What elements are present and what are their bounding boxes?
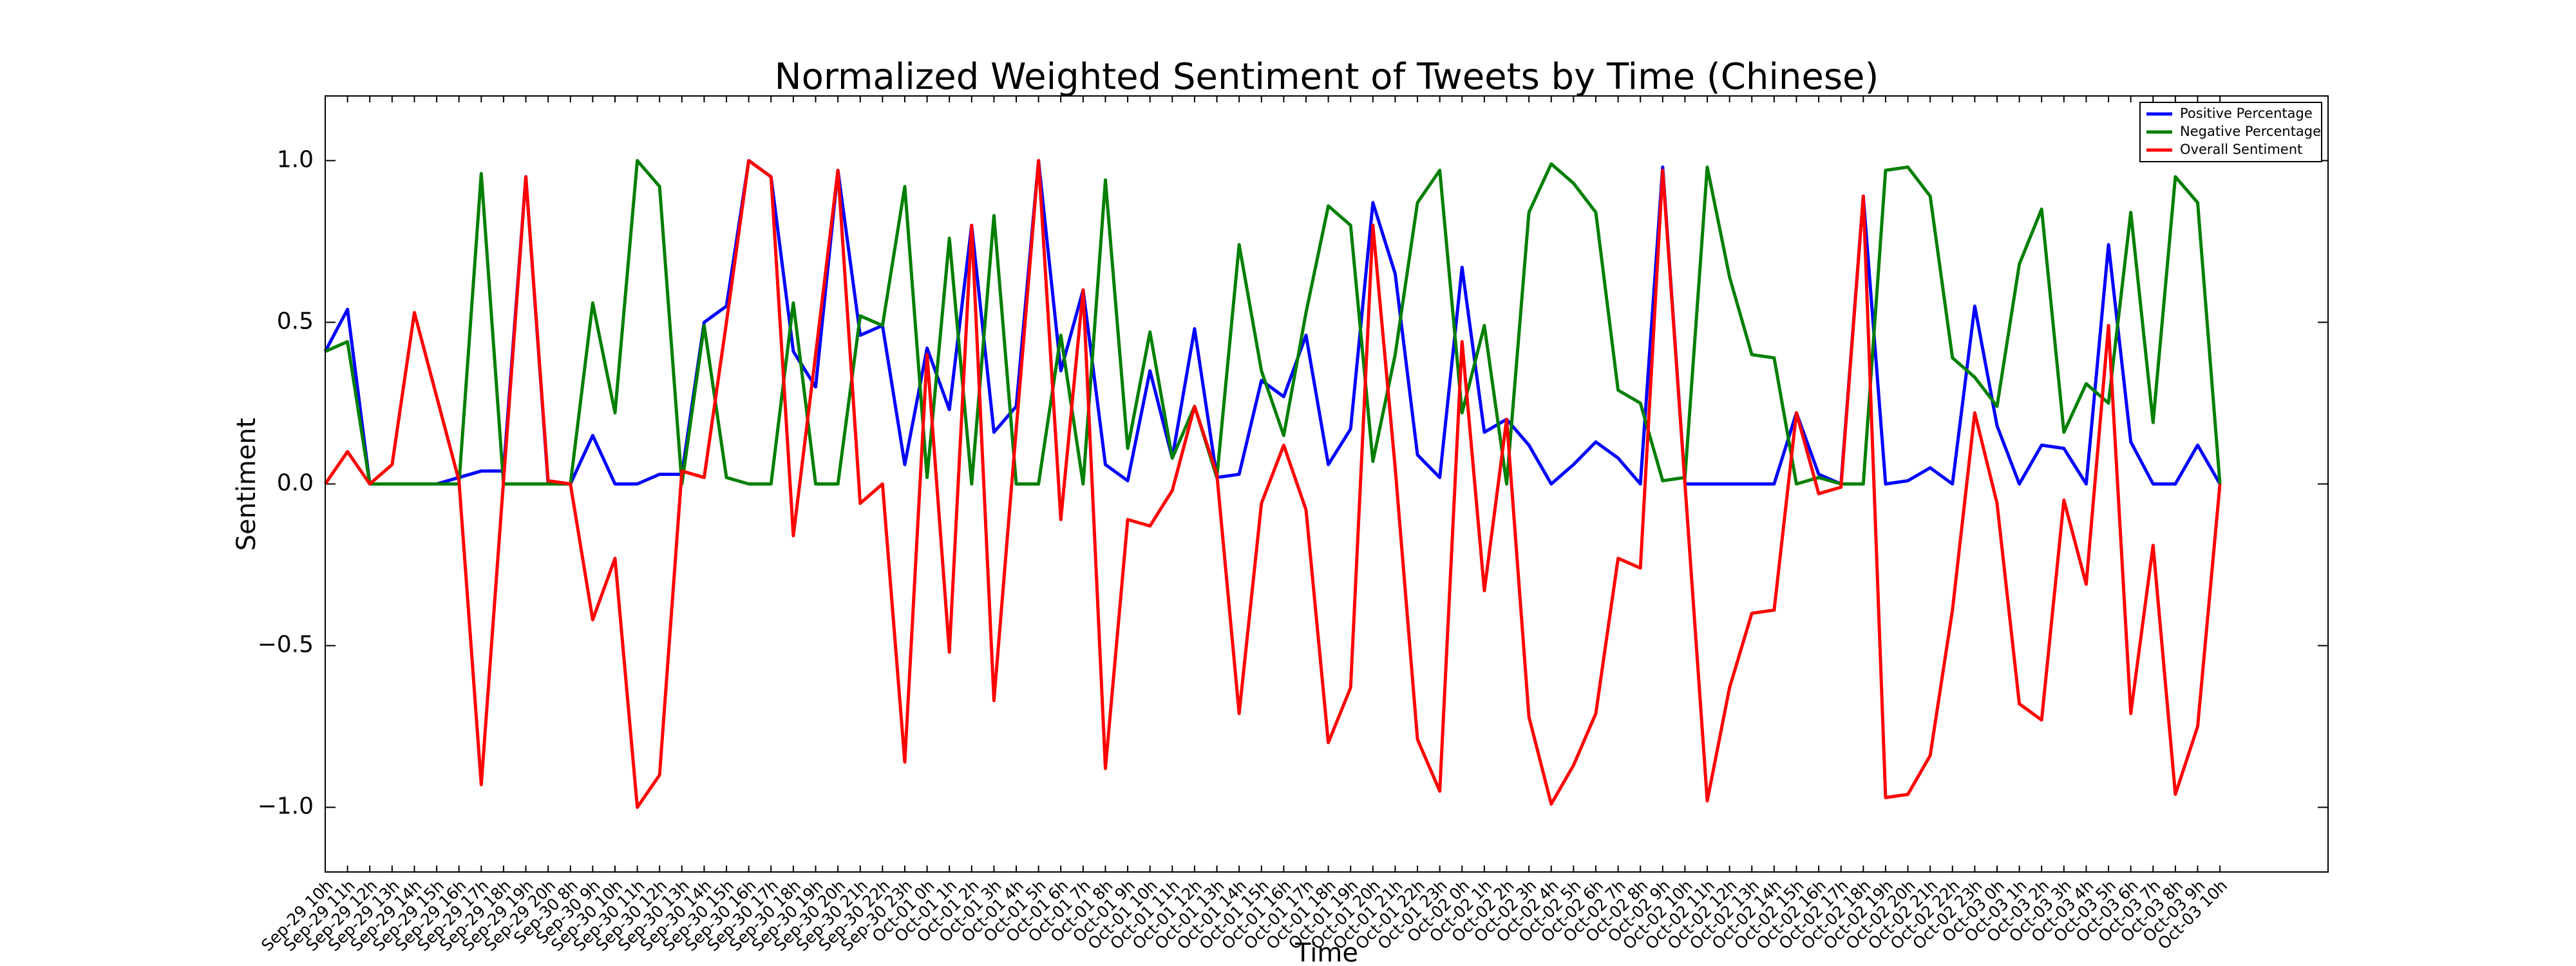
chart-title: Normalized Weighted Sentiment of Tweets … <box>775 56 1879 98</box>
legend-label: Overall Sentiment <box>2180 142 2302 157</box>
y-tick-label: −1.0 <box>258 793 314 820</box>
y-axis-label: Sentiment <box>232 418 261 551</box>
series-line <box>325 158 2222 486</box>
legend-label: Positive Percentage <box>2180 106 2313 121</box>
y-tick-label: −0.5 <box>258 632 314 658</box>
y-tick-label: 0.0 <box>277 470 314 497</box>
series-line <box>323 158 2222 486</box>
y-tick-label: 1.0 <box>277 146 314 173</box>
y-tick-label: 0.5 <box>277 308 314 334</box>
plot-frame <box>325 95 2329 873</box>
legend-label: Negative Percentage <box>2180 124 2321 139</box>
series-line <box>323 158 2222 810</box>
x-axis-label: Time <box>1294 938 1358 966</box>
legend: Positive Percentage Negative Percentage Ov… <box>2139 102 2322 162</box>
